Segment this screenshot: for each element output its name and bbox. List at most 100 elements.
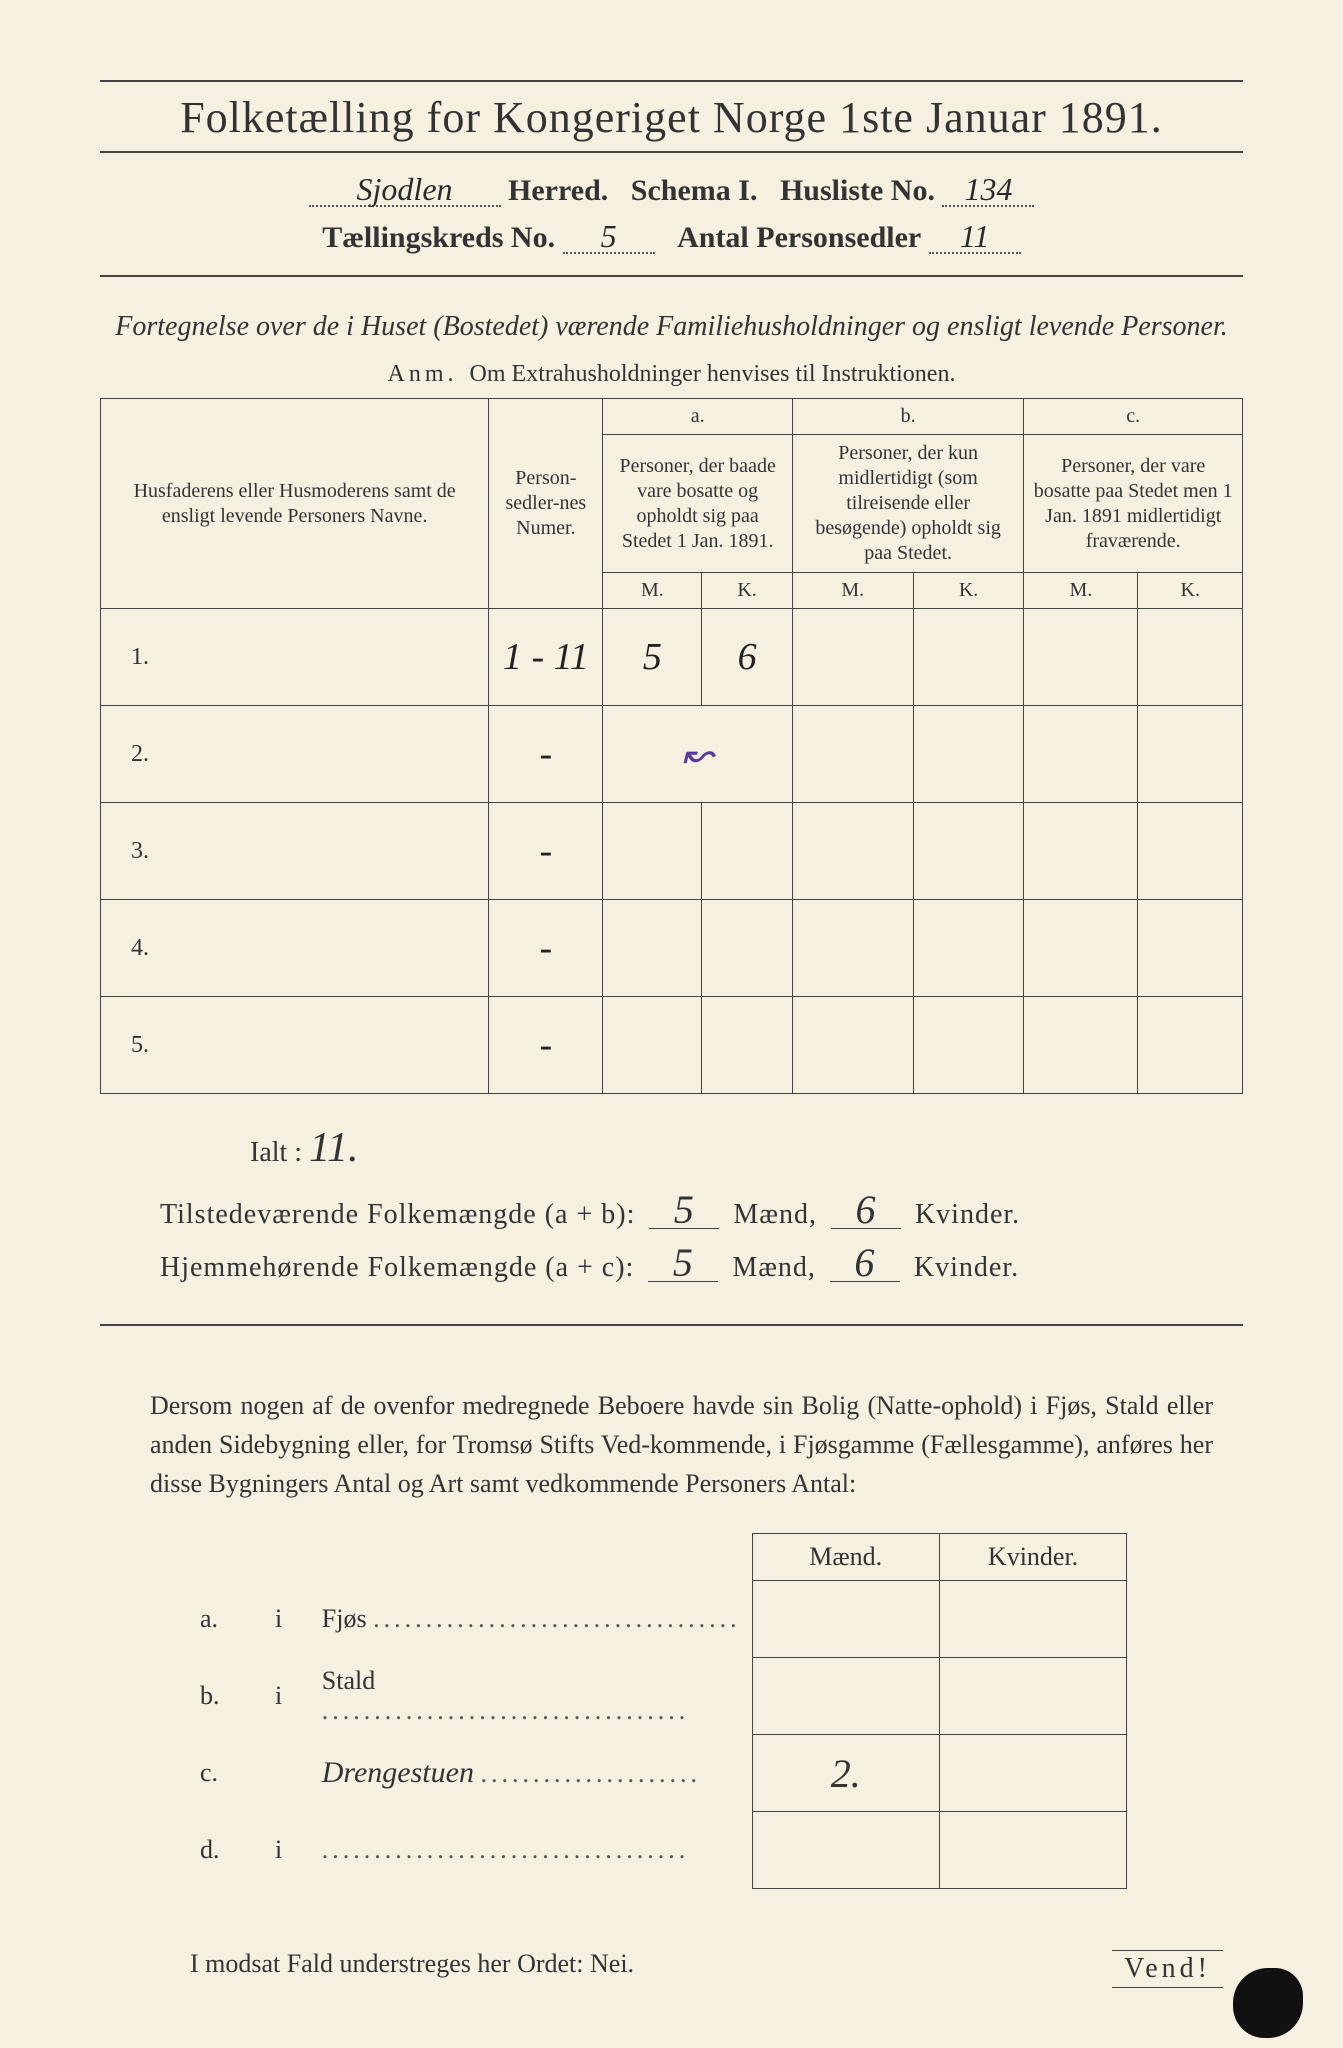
row-n: 3.	[101, 803, 489, 900]
ob-i: i	[265, 1658, 312, 1735]
a-k: K.	[702, 573, 793, 609]
table-row: 1. 1 - 11 5 6	[101, 609, 1243, 706]
ob-label: Drengestuen	[312, 1735, 752, 1812]
page-title: Folketælling for Kongeriget Norge 1ste J…	[100, 80, 1243, 153]
row-num: -	[489, 803, 603, 900]
col-name-header: Husfaderens eller Husmoderens samt de en…	[101, 399, 489, 609]
dots	[480, 1759, 701, 1788]
outbuild-row: c. Drengestuen 2.	[190, 1735, 1127, 1812]
ob-m	[752, 1658, 939, 1735]
c-m: M.	[1024, 573, 1138, 609]
ob-k	[939, 1658, 1126, 1735]
summary-line-1: Tilstedeværende Folkemængde (a + b): 5 M…	[160, 1192, 1243, 1231]
row-am: 5	[603, 609, 702, 706]
row-ck	[1138, 997, 1243, 1094]
table-row: 3. -	[101, 803, 1243, 900]
ob-label	[312, 1812, 752, 1889]
husliste-value: 134	[942, 173, 1034, 207]
row-ck	[1138, 803, 1243, 900]
outbuilding-paragraph: Dersom nogen af de ovenfor medregnede Be…	[150, 1386, 1213, 1503]
col-a-text: Personer, der baade vare bosatte og opho…	[603, 435, 792, 573]
ob-letter: a.	[190, 1581, 265, 1658]
census-form-page: Folketælling for Kongeriget Norge 1ste J…	[0, 0, 1343, 2048]
row-ck	[1138, 609, 1243, 706]
row-bm	[792, 900, 913, 997]
table-row: 2. - ↜	[101, 706, 1243, 803]
col-c-label: c.	[1024, 399, 1243, 435]
b-m: M.	[792, 573, 913, 609]
row-bk	[913, 706, 1024, 803]
table-row: 5. -	[101, 997, 1243, 1094]
ob-i: i	[265, 1812, 312, 1889]
row-bk	[913, 609, 1024, 706]
herred-label: Herred.	[508, 174, 608, 207]
summary1-k: 6	[831, 1192, 901, 1229]
row-cm	[1024, 706, 1138, 803]
dots	[322, 1696, 690, 1725]
ob-k	[939, 1581, 1126, 1658]
ialt-label: Ialt :	[250, 1137, 302, 1168]
row-cm	[1024, 609, 1138, 706]
ink-blot	[1233, 1968, 1303, 2038]
row-bm	[792, 803, 913, 900]
row-ck	[1138, 900, 1243, 997]
summary2-label: Hjemmehørende Folkemængde (a + c):	[160, 1252, 634, 1283]
outbuilding-table: Mænd. Kvinder. a. i Fjøs b. i Stald c. D…	[190, 1533, 1127, 1889]
ob-maend-header: Mænd.	[752, 1534, 939, 1581]
kvinder-label: Kvinder.	[914, 1252, 1019, 1283]
col-b-text: Personer, der kun midlertidigt (som tilr…	[792, 435, 1024, 573]
outbuild-row: a. i Fjøs	[190, 1581, 1127, 1658]
c-k: K.	[1138, 573, 1243, 609]
schema-label: Schema I.	[631, 174, 758, 207]
kvinder-label: Kvinder.	[915, 1199, 1020, 1230]
dots	[373, 1604, 741, 1633]
ob-m	[752, 1581, 939, 1658]
col-a-label: a.	[603, 399, 792, 435]
table-row: 4. -	[101, 900, 1243, 997]
anm-label: Anm.	[388, 361, 458, 387]
row-cm	[1024, 900, 1138, 997]
row-bm	[792, 997, 913, 1094]
row-ak	[702, 997, 793, 1094]
row-bm	[792, 706, 913, 803]
row-ck	[1138, 706, 1243, 803]
antal-value: 11	[929, 220, 1021, 254]
herred-value: Sjodlen	[309, 173, 501, 207]
row-ak	[702, 803, 793, 900]
anm-text: Om Extrahusholdninger henvises til Instr…	[470, 361, 956, 387]
kreds-value: 5	[563, 220, 655, 254]
ob-m: 2.	[752, 1735, 939, 1812]
row-bk	[913, 900, 1024, 997]
outbuild-row: b. i Stald	[190, 1658, 1127, 1735]
row-bk	[913, 997, 1024, 1094]
row-bm	[792, 609, 913, 706]
kreds-label: Tællingskreds No.	[322, 221, 555, 254]
row-num: -	[489, 706, 603, 803]
summary2-m: 5	[648, 1245, 718, 1282]
row-n: 5.	[101, 997, 489, 1094]
row-n: 1.	[101, 609, 489, 706]
row-am	[603, 803, 702, 900]
col-num-header: Person-sedler-nes Numer.	[489, 399, 603, 609]
ob-letter: b.	[190, 1658, 265, 1735]
col-c-text: Personer, der vare bosatte paa Stedet me…	[1024, 435, 1243, 573]
divider	[100, 275, 1243, 277]
row-cm	[1024, 803, 1138, 900]
a-m: M.	[603, 573, 702, 609]
summary2-k: 6	[830, 1245, 900, 1282]
outbuild-row: d. i	[190, 1812, 1127, 1889]
ob-k	[939, 1735, 1126, 1812]
description: Fortegnelse over de i Huset (Bostedet) v…	[100, 307, 1243, 346]
header-line-2: Sjodlen Herred. Schema I. Husliste No. 1…	[100, 173, 1243, 208]
row-ak: 6	[702, 609, 793, 706]
divider	[100, 1324, 1243, 1326]
husliste-label: Husliste No.	[780, 174, 935, 207]
antal-label: Antal Personsedler	[677, 221, 921, 254]
maend-label: Mænd,	[733, 1199, 817, 1230]
row-bk	[913, 803, 1024, 900]
col-b-label: b.	[792, 399, 1024, 435]
vend-label: Vend!	[1112, 1950, 1223, 1988]
ob-letter: c.	[190, 1735, 265, 1812]
row-num: 1 - 11	[489, 609, 603, 706]
maend-label: Mænd,	[732, 1252, 816, 1283]
